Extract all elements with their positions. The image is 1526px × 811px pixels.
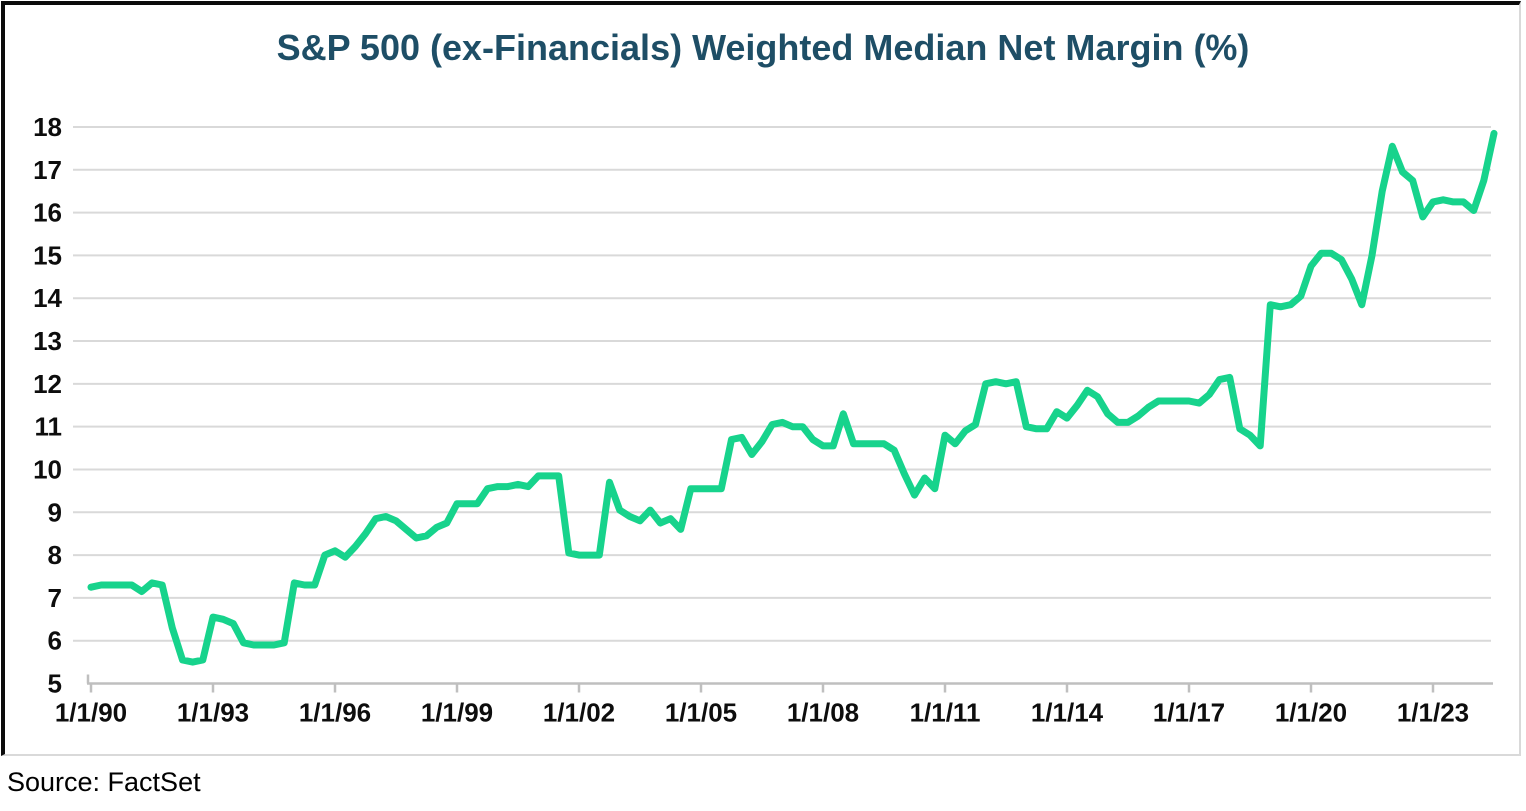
svg-text:1/1/11: 1/1/11 — [910, 698, 981, 728]
svg-text:15: 15 — [33, 240, 62, 270]
svg-text:5: 5 — [48, 669, 62, 699]
svg-text:1/1/17: 1/1/17 — [1153, 698, 1225, 728]
svg-text:16: 16 — [33, 198, 62, 228]
svg-text:11: 11 — [35, 412, 63, 442]
source-note: Source: FactSet — [7, 767, 201, 797]
svg-text:8: 8 — [48, 540, 62, 570]
svg-text:13: 13 — [33, 326, 62, 356]
svg-text:9: 9 — [48, 497, 62, 527]
svg-text:1/1/99: 1/1/99 — [421, 698, 493, 728]
y-tick-labels: 5 6 7 8 9 10 11 12 13 14 15 16 17 18 — [33, 112, 62, 699]
chart-title: S&P 500 (ex-Financials) Weighted Median … — [276, 27, 1250, 68]
svg-text:1/1/96: 1/1/96 — [299, 698, 371, 728]
svg-text:18: 18 — [33, 112, 62, 142]
svg-text:1/1/90: 1/1/90 — [55, 698, 127, 728]
x-tick-labels: 1/1/90 1/1/93 1/1/96 1/1/99 1/1/02 1/1/05 1/1/… — [55, 698, 1469, 728]
svg-text:7: 7 — [48, 583, 62, 613]
x-axis — [86, 674, 1493, 693]
svg-text:6: 6 — [48, 626, 62, 656]
svg-text:10: 10 — [33, 454, 62, 484]
svg-text:1/1/05: 1/1/05 — [665, 698, 737, 728]
svg-text:1/1/20: 1/1/20 — [1275, 698, 1347, 728]
svg-text:1/1/14: 1/1/14 — [1031, 698, 1104, 728]
y-gridlines — [73, 126, 1491, 642]
svg-text:1/1/08: 1/1/08 — [787, 698, 859, 728]
svg-text:17: 17 — [33, 155, 62, 185]
svg-text:14: 14 — [33, 283, 62, 313]
svg-text:1/1/93: 1/1/93 — [177, 698, 249, 728]
svg-text:12: 12 — [33, 369, 62, 399]
net-margin-line — [87, 129, 1498, 666]
svg-text:1/1/23: 1/1/23 — [1397, 698, 1469, 728]
svg-text:1/1/02: 1/1/02 — [543, 698, 615, 728]
